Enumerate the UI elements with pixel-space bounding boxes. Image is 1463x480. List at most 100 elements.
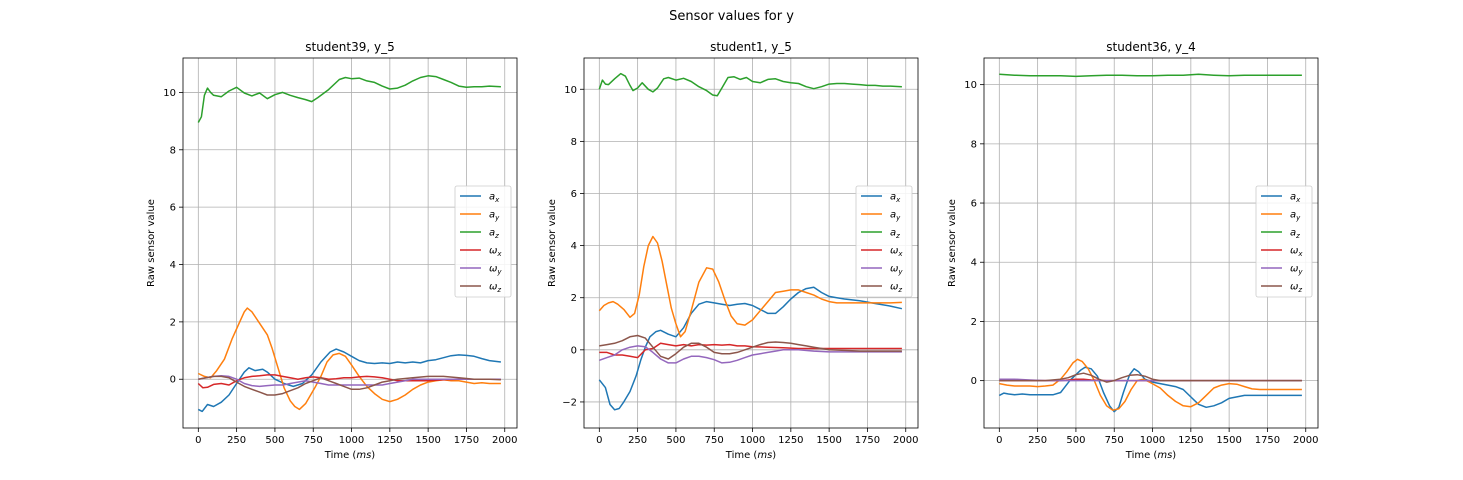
- subplot-3: 0 250 500 750 1000 1250 1500 1750 2000 0 2 4 6 8 10 stu…: [947, 40, 1318, 461]
- legend-label-wy: ωy: [1290, 264, 1303, 277]
- x-tick-label: 2000: [492, 435, 517, 446]
- series-line-wz: [198, 375, 501, 396]
- x-tick-label: 1750: [855, 435, 880, 446]
- subplot-2: 0 250 500 750 1000 1250 1500 1750 2000 −2 0 2 4 6 8 10 s…: [547, 40, 918, 461]
- y-tick-label: 10: [163, 88, 176, 99]
- y-axis-label: Raw sensor value: [547, 199, 558, 287]
- legend-label-wz: ωz: [489, 282, 501, 295]
- x-axis-label: Time (ms): [725, 450, 777, 461]
- legend-label-ay: ay: [489, 210, 500, 223]
- x-axis-label: Time (ms): [1125, 450, 1177, 461]
- y-tick-label: 2: [971, 317, 977, 328]
- x-tick-label: 1000: [740, 435, 765, 446]
- x-tick-label: 1000: [339, 435, 364, 446]
- x-tick-label: 1500: [415, 435, 440, 446]
- y-tick-label: 6: [170, 203, 176, 214]
- x-tick-label: 1500: [816, 435, 841, 446]
- x-tick-label: 500: [1066, 435, 1085, 446]
- legend-label-ay: ay: [1290, 210, 1301, 223]
- legend: ax ay az ωx ωy ωz: [855, 185, 913, 298]
- x-tick-label: 1750: [1255, 435, 1280, 446]
- x-tick-label: 250: [628, 435, 647, 446]
- y-tick-label: −2: [562, 397, 577, 408]
- subplot-title: student39, y_5: [305, 40, 395, 54]
- y-tick-label: 0: [971, 376, 977, 387]
- subplot-title: student1, y_5: [710, 40, 792, 54]
- axes-frame: [983, 57, 1319, 429]
- figure-title: Sensor values for y: [669, 9, 794, 24]
- legend-label-az: az: [489, 228, 499, 241]
- x-tick-label: 500: [666, 435, 685, 446]
- legend-label-wz: ωz: [1290, 282, 1302, 295]
- y-tick-label: 8: [571, 137, 577, 148]
- y-axis-label: Raw sensor value: [947, 199, 958, 287]
- y-tick-label: 4: [571, 241, 577, 252]
- legend: ax ay az ωx ωy ωz: [454, 185, 512, 298]
- series-line-wy: [198, 375, 501, 388]
- x-tick-label: 250: [1028, 435, 1047, 446]
- y-tick-label: 8: [170, 145, 176, 156]
- x-tick-label: 0: [195, 435, 201, 446]
- axes-frame: [583, 57, 919, 429]
- y-tick-label: 0: [170, 375, 176, 386]
- x-axis-label: Time (ms): [324, 450, 376, 461]
- y-tick-label: 10: [564, 85, 577, 96]
- series-line-ax: [598, 286, 903, 411]
- x-tick-label: 750: [304, 435, 323, 446]
- legend-label-ax: ax: [890, 192, 901, 205]
- legend-box: [454, 185, 512, 298]
- legend-label-wy: ωy: [890, 264, 903, 277]
- series-line-az: [197, 75, 501, 123]
- y-axis-label: Raw sensor value: [146, 199, 157, 287]
- legend-label-wx: ωx: [1290, 246, 1303, 259]
- legend-label-az: az: [1290, 228, 1300, 241]
- series-line-az: [598, 72, 902, 97]
- y-tick-label: 6: [571, 189, 577, 200]
- y-tick-label: 4: [170, 260, 176, 271]
- y-tick-label: 2: [170, 317, 176, 328]
- legend-box: [855, 185, 913, 298]
- x-tick-label: 750: [1105, 435, 1124, 446]
- x-tick-label: 2000: [893, 435, 918, 446]
- y-tick-label: 10: [964, 80, 977, 91]
- y-tick-label: 4: [971, 258, 977, 269]
- legend-label-az: az: [890, 228, 900, 241]
- x-tick-label: 250: [227, 435, 246, 446]
- x-tick-label: 0: [596, 435, 602, 446]
- series-line-ay: [999, 358, 1302, 411]
- x-tick-label: 1250: [778, 435, 803, 446]
- x-tick-label: 1250: [377, 435, 402, 446]
- legend-label-ax: ax: [489, 192, 500, 205]
- series-line-ay: [197, 307, 501, 411]
- x-tick-label: 2000: [1293, 435, 1318, 446]
- x-tick-label: 750: [705, 435, 724, 446]
- subplot-title: student36, y_4: [1106, 40, 1196, 54]
- series-line-ay: [598, 235, 902, 338]
- series-line-ax: [998, 366, 1302, 413]
- x-tick-label: 1000: [1140, 435, 1165, 446]
- x-tick-label: 1500: [1216, 435, 1241, 446]
- series-line-az: [999, 73, 1302, 78]
- series-line-wz: [599, 334, 902, 360]
- legend-box: [1255, 185, 1313, 298]
- legend-label-ax: ax: [1290, 192, 1301, 205]
- x-tick-label: 1250: [1178, 435, 1203, 446]
- x-tick-label: 500: [265, 435, 284, 446]
- series-line-ax: [197, 348, 501, 413]
- legend-label-wx: ωx: [890, 246, 903, 259]
- legend-label-wy: ωy: [489, 264, 502, 277]
- y-tick-label: 6: [971, 199, 977, 210]
- x-tick-label: 0: [996, 435, 1002, 446]
- legend: ax ay az ωx ωy ωz: [1255, 185, 1313, 298]
- series-line-wz: [999, 372, 1302, 383]
- axes-frame: [182, 57, 518, 429]
- subplot-1: 0 250 500 750 1000 1250 1500 1750 2000 0 2 4 6 8 10 stu…: [146, 40, 517, 461]
- legend-label-ay: ay: [890, 210, 901, 223]
- y-tick-label: 2: [571, 293, 577, 304]
- y-tick-label: 8: [971, 139, 977, 150]
- y-tick-label: 0: [571, 345, 577, 356]
- x-tick-label: 1750: [454, 435, 479, 446]
- legend-label-wx: ωx: [489, 246, 502, 259]
- legend-label-wz: ωz: [890, 282, 902, 295]
